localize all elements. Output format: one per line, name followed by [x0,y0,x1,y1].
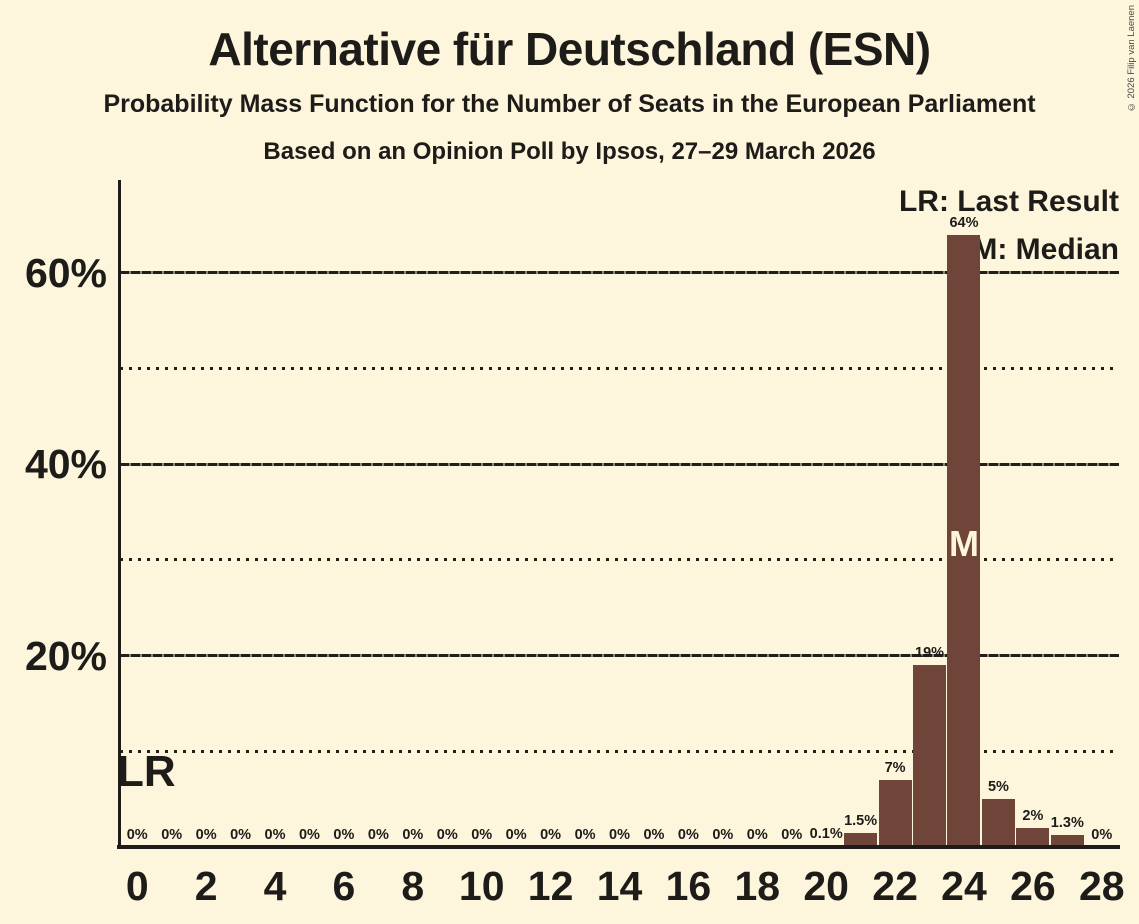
bar-value-label-seat-13: 0% [574,827,596,843]
x-axis-tick-label-28: 28 [1078,863,1125,909]
x-axis-tick-label-18: 18 [734,863,781,909]
major-gridline-20pct [120,654,1119,658]
bar-value-label-seat-17: 0% [712,827,734,843]
y-axis-tick-label-20: 20% [24,632,107,679]
bar-value-label-seat-3: 0% [230,827,252,843]
bar-value-label-seat-7: 0% [367,827,389,843]
y-axis-tick-label-40: 40% [24,441,107,488]
chart-subtitle: Probability Mass Function for the Number… [103,90,1036,118]
bar-value-label-seat-15: 0% [643,827,665,843]
minor-gridline-50pct [120,367,1119,370]
last-result-marker: LR [117,747,176,796]
x-axis-tick-label-24: 24 [941,863,987,909]
bar-value-label-seat-16: 0% [677,827,699,843]
copyright-notice: © 2026 Filip van Laenen [1126,5,1137,113]
bar-value-label-seat-5: 0% [298,827,320,843]
x-axis-tick-label-20: 20 [803,863,849,909]
minor-gridline-10pct [120,749,1119,753]
bar-value-label-seat-24: 64% [949,214,979,231]
bar-value-label-seat-20: 0.1% [809,826,843,843]
x-axis-tick-label-2: 2 [194,863,218,909]
legend-median: M: Median [972,233,1119,266]
bar-value-label-seat-21: 1.5% [844,812,878,829]
bar-value-label-seat-4: 0% [264,827,286,843]
bar-value-label-seat-10: 0% [471,827,493,843]
bar-value-label-seat-1: 0% [161,827,183,843]
median-marker: M [948,523,979,564]
bar-seat-25 [981,799,1015,847]
bar-value-label-seat-19: 0% [781,827,803,843]
bar-seat-23 [913,665,947,847]
bar-value-label-seat-25: 5% [987,779,1009,796]
bar-seat-27 [1050,834,1084,847]
x-axis-tick-label-26: 26 [1010,863,1056,909]
page-title: Alternative für Deutschland (ESN) [208,23,931,75]
bar-value-label-seat-27: 1.3% [1050,814,1084,831]
bar-value-label-seat-0: 0% [126,827,148,843]
x-axis-tick-label-8: 8 [401,863,425,909]
poll-source-line: Based on an Opinion Poll by Ipsos, 27–29… [263,138,876,165]
bar-value-label-seat-8: 0% [402,827,424,843]
x-axis-tick-label-22: 22 [872,863,918,909]
bar-value-label-seat-26: 2% [1022,807,1044,824]
x-axis-tick-label-10: 10 [458,863,505,909]
y-axis-tick-label-60: 60% [24,249,107,296]
x-axis-tick-label-14: 14 [596,863,643,909]
bar-seat-24 [947,234,981,847]
bar-value-label-seat-2: 0% [195,827,217,843]
x-axis-tick-label-12: 12 [527,863,574,909]
bar-value-label-seat-28: 0% [1091,827,1113,843]
bar-value-label-seat-6: 0% [333,827,355,843]
major-gridline-40pct [120,462,1119,466]
major-gridline-60pct [120,271,1119,275]
legend-last-result: LR: Last Result [898,185,1119,218]
bar-value-label-seat-14: 0% [609,827,630,843]
x-axis-tick-label-0: 0 [125,863,149,909]
bar-value-label-seat-18: 0% [746,827,768,843]
x-axis-tick-label-16: 16 [665,863,712,909]
x-axis-line [117,845,1120,849]
x-axis-tick-label-6: 6 [332,863,356,909]
bar-value-label-seat-9: 0% [436,827,458,843]
x-axis-tick-label-4: 4 [263,863,287,909]
bar-value-label-seat-22: 7% [884,760,906,777]
bar-seat-21 [844,832,878,847]
y-axis-line [118,180,121,847]
bar-value-label-seat-23: 19% [915,645,945,662]
minor-gridline-30pct [120,558,1119,562]
bar-seat-22 [878,780,912,847]
bar-seat-26 [1016,827,1050,847]
bar-value-label-seat-12: 0% [540,827,562,843]
bar-value-label-seat-11: 0% [505,827,527,843]
